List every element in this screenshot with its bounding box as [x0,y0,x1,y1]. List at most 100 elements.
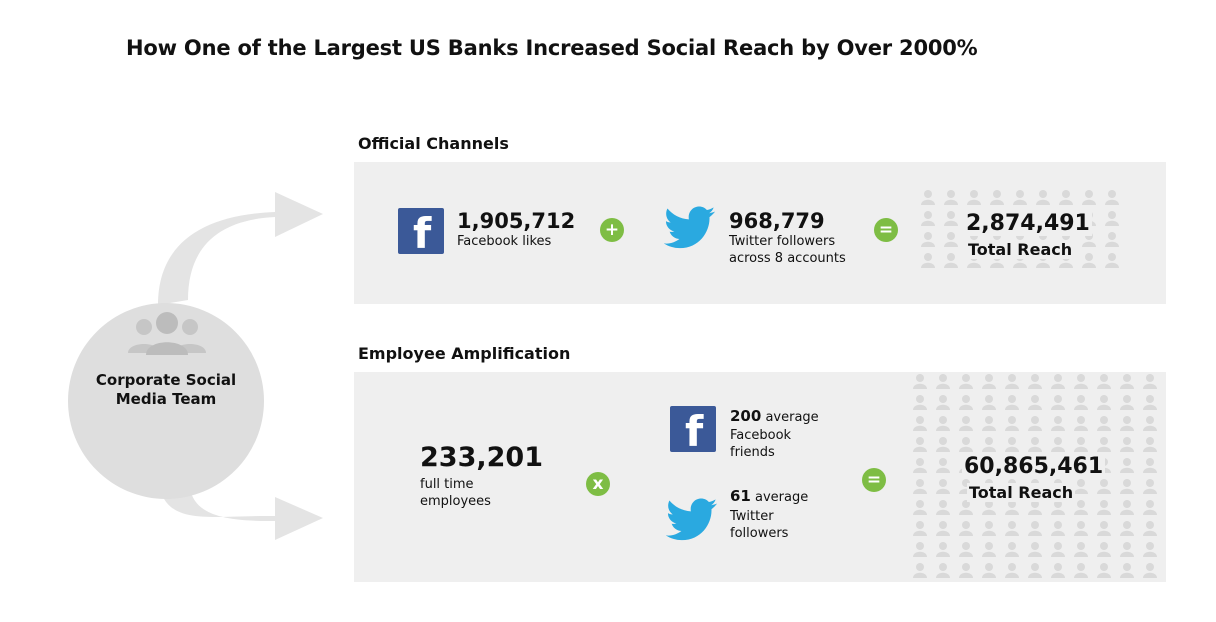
person-icon [959,542,973,557]
person-icon [959,437,973,452]
person-icon [921,232,935,247]
person-icon [913,479,927,494]
person-icon [1143,458,1157,473]
person-icon [1005,521,1019,536]
person-icon [959,416,973,431]
person-icon [1074,437,1088,452]
person-icon [1051,437,1065,452]
employee-facebook-suffix: average [765,410,819,425]
official-total-reach-label: Total Reach [966,240,1075,259]
person-icon [1143,479,1157,494]
person-icon [1051,563,1065,578]
employees-label-line2: employees [420,494,491,509]
plus-operator: + [600,218,624,242]
equals-operator: = [874,218,898,242]
person-icon [1143,395,1157,410]
arrow-to-official [158,192,323,305]
person-icon [944,190,958,205]
employee-twitter-value: 61 [730,487,751,505]
person-icon [1120,521,1134,536]
person-icon [913,500,927,515]
twitter-bird-icon [666,498,718,541]
person-icon [959,521,973,536]
official-heading: Official Channels [358,134,509,153]
person-icon [936,395,950,410]
person-icon [1005,563,1019,578]
person-icon [982,437,996,452]
person-icon [913,521,927,536]
person-icon [1143,416,1157,431]
twitter-followers-label: Twitter followers [729,234,836,249]
person-icon [1051,395,1065,410]
person-icon [1028,521,1042,536]
person-icon [944,253,958,268]
person-icon [1143,500,1157,515]
employees-label-line1: full time [420,477,474,492]
person-icon [936,437,950,452]
person-icon [967,190,981,205]
person-icon [1120,542,1134,557]
person-icon [1005,416,1019,431]
person-icon [913,437,927,452]
person-icon [1120,458,1134,473]
person-icon [936,458,950,473]
person-icon [1105,232,1119,247]
employee-twitter-label-line2: followers [730,526,789,541]
employee-twitter-followers: 61 average [730,488,808,506]
page-title: How One of the Largest US Banks Increase… [126,36,978,60]
person-icon [982,500,996,515]
person-icon [1074,521,1088,536]
person-icon [921,190,935,205]
person-icon [1082,253,1096,268]
official-total-reach-value: 2,874,491 [964,211,1092,236]
person-icon [1097,500,1111,515]
person-icon [990,190,1004,205]
person-icon [1028,416,1042,431]
person-icon [1120,395,1134,410]
team-circle [68,303,264,499]
person-icon [936,563,950,578]
person-icon [1097,542,1111,557]
employee-facebook-value: 200 [730,407,762,425]
person-icon [982,374,996,389]
employee-facebook-label-line2: friends [730,445,775,460]
person-icon [913,416,927,431]
person-icon [982,563,996,578]
person-icon [1097,416,1111,431]
person-icon [1074,479,1088,494]
person-icon [982,542,996,557]
person-icon [1051,416,1065,431]
twitter-bird-icon [664,206,716,249]
person-icon [921,211,935,226]
facebook-icon: f [398,208,444,258]
person-icon [1028,395,1042,410]
person-icon [913,542,927,557]
employee-twitter-label-line1: Twitter [730,509,774,524]
person-icon [1105,253,1119,268]
person-icon [1074,500,1088,515]
person-icon [1005,500,1019,515]
person-icon [1097,437,1111,452]
person-icon [1082,190,1096,205]
person-icon [959,563,973,578]
facebook-likes-label: Facebook likes [457,234,552,249]
twitter-followers-value: 968,779 [729,209,825,233]
person-icon [1097,374,1111,389]
person-icon [1028,500,1042,515]
person-icon [936,374,950,389]
person-icon [936,500,950,515]
person-icon [1097,479,1111,494]
person-icon [982,395,996,410]
person-icon [936,542,950,557]
equals-operator: = [862,468,886,492]
person-icon [1074,542,1088,557]
person-icon [944,211,958,226]
person-icon [1143,563,1157,578]
team-label: Corporate Social Media Team [95,371,237,408]
employees-value: 233,201 [420,442,543,473]
person-icon [959,500,973,515]
person-icon [959,395,973,410]
person-icon [1074,374,1088,389]
person-icon [1028,374,1042,389]
employee-heading: Employee Amplification [358,344,571,363]
